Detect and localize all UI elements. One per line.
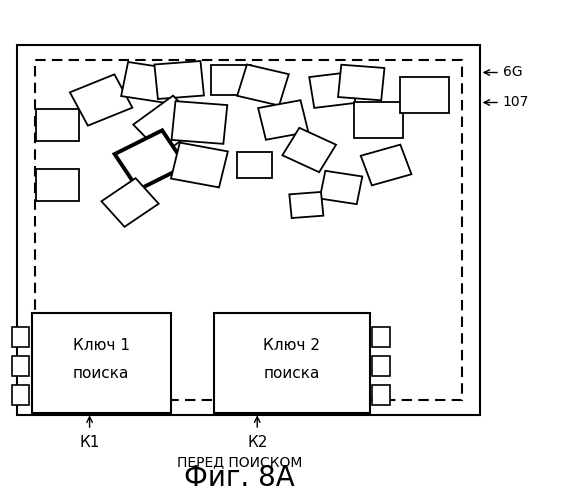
Bar (12, 327, 29, 347)
Bar (17, 45, 480, 415)
Polygon shape (154, 61, 204, 99)
Text: 107: 107 (503, 96, 529, 110)
Text: Ключ 2: Ключ 2 (264, 338, 320, 353)
Polygon shape (171, 142, 228, 188)
Text: Ключ 1: Ключ 1 (73, 338, 129, 353)
Bar (12, 356, 29, 376)
Text: К1: К1 (79, 435, 100, 450)
Polygon shape (361, 144, 412, 186)
Text: поиска: поиска (73, 366, 129, 382)
Polygon shape (70, 74, 132, 126)
Polygon shape (290, 192, 323, 218)
Bar (12, 385, 29, 405)
Text: К2: К2 (247, 435, 268, 450)
Bar (35, 60, 462, 400)
Polygon shape (101, 178, 159, 227)
Polygon shape (172, 101, 227, 144)
Text: поиска: поиска (264, 366, 320, 382)
Polygon shape (320, 171, 362, 204)
Polygon shape (400, 76, 450, 114)
Polygon shape (114, 130, 186, 190)
Bar (372, 356, 390, 376)
Text: ПЕРЕД ПОИСКОМ: ПЕРЕД ПОИСКОМ (177, 456, 302, 469)
Polygon shape (338, 64, 384, 100)
Polygon shape (121, 62, 173, 103)
Polygon shape (258, 100, 308, 140)
Polygon shape (134, 96, 202, 154)
Polygon shape (211, 65, 251, 95)
Bar (32, 312, 171, 412)
Bar (214, 312, 370, 412)
Polygon shape (237, 152, 272, 178)
Polygon shape (36, 109, 80, 141)
Text: 6G: 6G (503, 66, 523, 80)
Polygon shape (283, 128, 336, 172)
Polygon shape (237, 64, 289, 106)
Bar (372, 385, 390, 405)
Polygon shape (309, 72, 355, 108)
Polygon shape (354, 102, 403, 138)
Bar (372, 327, 390, 347)
Text: Фиг. 8А: Фиг. 8А (184, 464, 295, 492)
Polygon shape (36, 169, 80, 201)
